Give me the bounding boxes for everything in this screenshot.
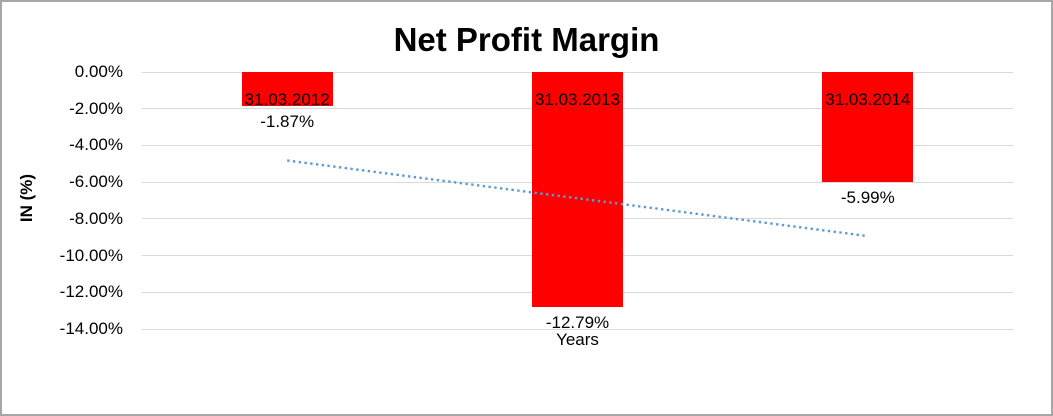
horizontal-gridline — [142, 328, 1013, 330]
y-axis-tick-label: -6.00% — [69, 172, 123, 192]
chart-title: Net Profit Margin — [393, 21, 660, 58]
y-axis-tick-label: -12.00% — [59, 282, 123, 302]
data-label: -1.87% — [260, 112, 315, 132]
bar-31.03.2012 — [241, 72, 333, 107]
bar-31.03.2014 — [822, 72, 914, 182]
category-label: 31.03.2013 — [534, 90, 621, 109]
category-label: 31.03.2012 — [244, 90, 330, 109]
y-axis-tick-label: -2.00% — [69, 98, 123, 118]
y-axis-tick-label: 0.00% — [74, 62, 123, 81]
data-label: -12.79% — [545, 312, 610, 332]
y-axis-tick-label: -14.00% — [59, 319, 123, 338]
category-label: 31.03.2014 — [825, 90, 911, 109]
y-axis-tick-label: -4.00% — [69, 135, 123, 155]
data-label: -5.99% — [840, 187, 895, 207]
y-axis-tick-label: -8.00% — [69, 208, 123, 228]
y-axis-title: IN (%) — [17, 173, 36, 223]
x-axis-title: Years — [556, 330, 599, 349]
y-axis-tick-label: -10.00% — [59, 245, 123, 265]
